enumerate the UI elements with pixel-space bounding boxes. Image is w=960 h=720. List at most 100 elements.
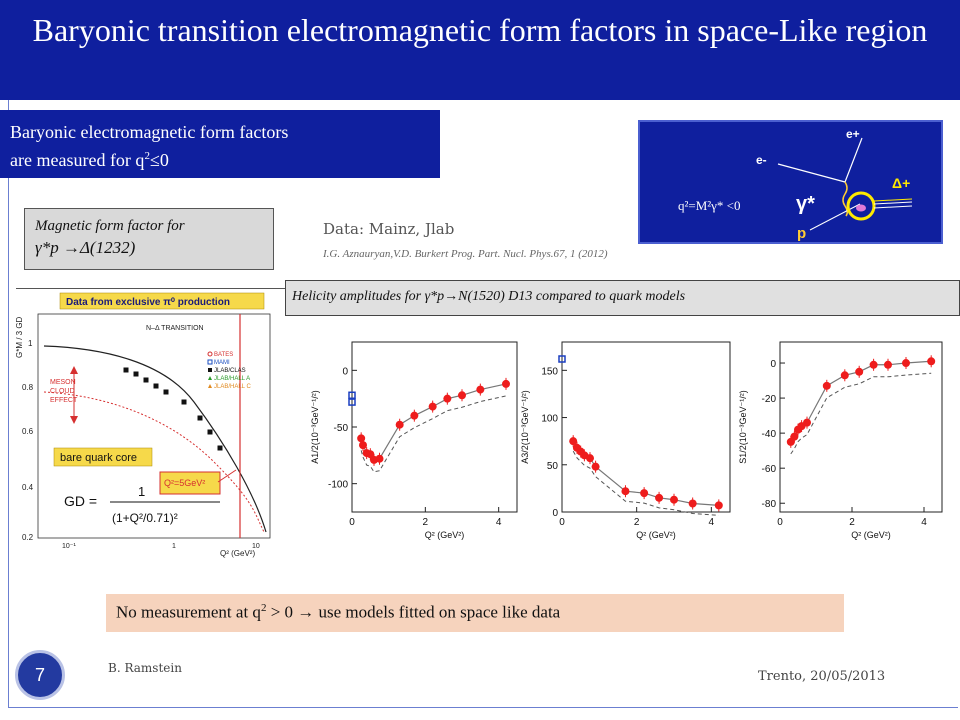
photo-point bbox=[348, 398, 356, 406]
model-curve-dashed bbox=[572, 450, 719, 516]
plot-frame-2 bbox=[561, 341, 731, 513]
meson-cloud-label: MESON CLOUD EFFECT bbox=[50, 379, 78, 404]
data-point bbox=[443, 394, 452, 403]
photo-point bbox=[348, 391, 356, 400]
plot-frame-1 bbox=[351, 341, 518, 513]
venue-date-label: Trento, 20/05/2013 bbox=[758, 669, 886, 684]
ytick-label: 0 bbox=[770, 359, 776, 370]
data-point bbox=[569, 437, 578, 446]
banner-text: Data from exclusive π⁰ production bbox=[66, 297, 230, 308]
clas-point bbox=[181, 399, 187, 405]
photo-point bbox=[558, 355, 566, 363]
data-point bbox=[410, 411, 419, 420]
legend-hallc: JLAB/HALL C bbox=[214, 384, 251, 390]
data-point bbox=[586, 454, 594, 463]
ytick-label: 0 bbox=[342, 366, 348, 377]
xtick-label: 2 bbox=[423, 517, 429, 528]
note-prefix: No measurement at q bbox=[116, 602, 261, 622]
xtick-01: 10⁻¹ bbox=[62, 543, 76, 550]
gamma-star-label: γ* bbox=[796, 193, 815, 215]
plot-frame bbox=[37, 313, 271, 539]
photon-wavy-line bbox=[842, 181, 849, 217]
legend-halla: JLAB/HALL A bbox=[214, 376, 250, 382]
ytick-06: 0.6 bbox=[22, 427, 34, 436]
data-point bbox=[366, 450, 375, 459]
magnetic-form-factor-box: Magnetic form factor for γ*p →Δ(1232) bbox=[24, 208, 274, 270]
xaxis-label: Q² (GeV²) bbox=[636, 530, 676, 540]
data-point bbox=[502, 379, 510, 388]
q2-5-box bbox=[159, 471, 221, 495]
ytick-label: 0 bbox=[552, 508, 558, 519]
note-sup: 2 bbox=[260, 602, 267, 614]
e-minus-label: e- bbox=[756, 153, 767, 167]
xaxis-label: Q² (GeV²) bbox=[851, 530, 891, 540]
data-point bbox=[655, 493, 664, 502]
data-point bbox=[855, 367, 864, 376]
clas-data-points bbox=[123, 367, 223, 451]
xtick-label: 0 bbox=[559, 517, 565, 528]
data-point bbox=[927, 357, 936, 366]
magnetic-line-1: Magnetic form factor for bbox=[35, 218, 185, 234]
ytick-08: 0.8 bbox=[22, 383, 34, 392]
incoming-electron-line bbox=[777, 163, 846, 183]
gd-left: GD = bbox=[64, 493, 97, 509]
left-ylabel: G*M / 3 GD bbox=[15, 316, 24, 358]
gd-numerator: 1 bbox=[138, 484, 145, 499]
scattering-diagram: e+ e- q²=M²γ* <0 γ* p Δ+ bbox=[638, 120, 943, 244]
xtick-10: 10 bbox=[252, 543, 260, 550]
legend-bates: BATES bbox=[214, 352, 233, 358]
data-source-label: Data: Mainz, Jlab bbox=[323, 220, 455, 238]
ytick-1: 1 bbox=[28, 339, 33, 348]
intro-box: Baryonic electromagnetic form factors ar… bbox=[0, 110, 440, 178]
data-point bbox=[428, 402, 437, 411]
bare-core-curve bbox=[43, 391, 265, 533]
legend-mami: MAMI bbox=[214, 360, 230, 366]
yaxis-label: S1/2(10⁻³GeV⁻¹/²) bbox=[738, 390, 748, 464]
data-point bbox=[790, 432, 799, 441]
plot-frame-3 bbox=[779, 341, 943, 513]
separator-line bbox=[16, 288, 286, 289]
intro-line-1: Baryonic electromagnetic form factors bbox=[10, 122, 289, 142]
yaxis-label: A1/2(10⁻³GeV⁻¹/²) bbox=[310, 390, 320, 464]
model-curve-dashed bbox=[360, 395, 507, 473]
xtick-1: 1 bbox=[172, 543, 176, 550]
n-delta-title: N–Δ TRANSITION bbox=[146, 325, 204, 332]
clas-point bbox=[143, 377, 149, 383]
xtick-label: 0 bbox=[777, 517, 783, 528]
ytick-04: 0.4 bbox=[22, 483, 34, 492]
data-point bbox=[840, 371, 849, 380]
data-point bbox=[803, 418, 811, 427]
ytick-label: -80 bbox=[762, 499, 777, 510]
xtick-label: 4 bbox=[496, 517, 502, 528]
intro-line-2-suffix: ≤0 bbox=[149, 150, 169, 170]
outgoing-electron-line bbox=[844, 137, 863, 183]
data-point bbox=[688, 499, 697, 508]
xtick-label: 2 bbox=[849, 517, 855, 528]
clas-point bbox=[123, 367, 129, 373]
xtick-label: 4 bbox=[921, 517, 927, 528]
legend-clas: JLAB/CLAS bbox=[214, 368, 246, 374]
data-point bbox=[640, 489, 649, 498]
clas-point bbox=[197, 415, 203, 421]
model-curve-solid bbox=[360, 383, 507, 461]
clas-point bbox=[153, 383, 159, 389]
theory-curve bbox=[43, 345, 267, 533]
xtick-label: 2 bbox=[634, 517, 640, 528]
data-point bbox=[591, 462, 600, 471]
ytick-label: -20 bbox=[762, 394, 777, 405]
data-point bbox=[395, 420, 404, 429]
e-plus-label: e+ bbox=[846, 127, 860, 141]
intro-sup: 2 bbox=[144, 150, 150, 162]
clas-point bbox=[217, 445, 223, 451]
data-point bbox=[869, 360, 878, 369]
bare-core-label: bare quark core bbox=[60, 452, 137, 464]
data-point bbox=[621, 487, 630, 496]
ytick-label: 100 bbox=[541, 414, 558, 425]
delta-plus-label: Δ+ bbox=[892, 175, 910, 191]
data-point bbox=[476, 385, 485, 394]
ytick-label: 50 bbox=[547, 461, 559, 472]
ytick-label: -50 bbox=[334, 423, 349, 434]
clas-point bbox=[207, 429, 213, 435]
helicity-plots: -100 -50 0 0 2 4 Q² (GeV²) A1/2(10⁻³GeV⁻¹/²) 0 50… bbox=[300, 332, 960, 550]
helicity-amplitudes-box: Helicity amplitudes for γ*p→N(1520) D13 … bbox=[285, 280, 960, 316]
